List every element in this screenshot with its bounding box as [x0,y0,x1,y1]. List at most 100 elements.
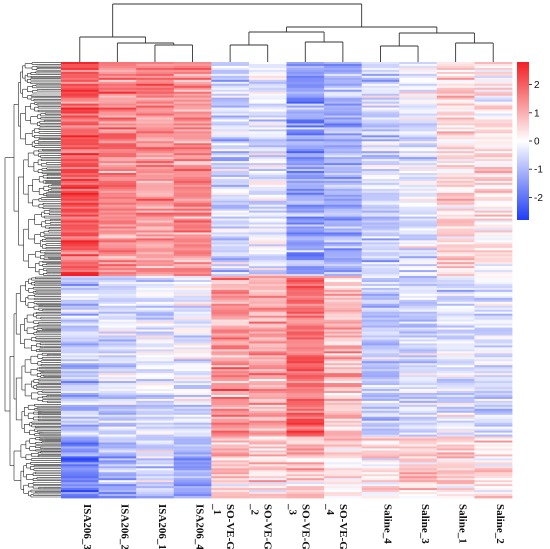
heatmap-cell [248,402,287,406]
heatmap-cell [436,180,475,184]
heatmap-cell [361,438,400,441]
heatmap-cell [248,214,287,217]
heatmap-cell [324,331,363,334]
heatmap-cell [361,321,400,324]
heatmap-cell [474,222,513,225]
heatmap-cell [474,456,513,459]
heatmap-cell [136,408,175,412]
heatmap-cell [286,184,325,188]
heatmap-cell [211,359,250,362]
heatmap-cell [324,218,363,221]
heatmap-cell [61,276,99,279]
heatmap-cell [61,416,99,420]
heatmap-cell [436,186,475,190]
heatmap-cell [474,63,513,67]
heatmap-cell [324,478,363,481]
heatmap-cell [173,373,212,376]
heatmap-cell [173,242,212,245]
heatmap-cell [399,153,438,156]
heatmap-cell [61,210,99,214]
heatmap-cell [436,139,475,142]
heatmap-cell [399,281,438,285]
heatmap-cell [436,424,475,428]
heatmap-cell [211,192,250,196]
heatmap-cell [173,87,212,91]
heatmap-cell [248,321,287,324]
heatmap-cell [436,169,475,172]
heatmap-cell [173,208,212,212]
heatmap-cell [436,347,475,350]
heatmap-cell [286,293,325,297]
heatmap-cell [98,127,137,130]
heatmap-cell [361,242,400,245]
heatmap-cell [173,238,212,241]
heatmap-cell [399,131,438,134]
heatmap-cell [98,220,137,223]
heatmap-cell [436,147,475,150]
heatmap-cell [474,135,513,138]
heatmap-cell [211,327,250,330]
heatmap-cell [436,190,475,194]
heatmap-cell [361,147,400,150]
heatmap-cell [399,327,438,330]
heatmap-cell [61,147,99,150]
heatmap-cell [248,355,287,358]
heatmap-cell [173,359,212,362]
heatmap-cell [248,176,287,180]
heatmap-cell [436,293,475,297]
heatmap-cell [324,109,363,112]
heatmap-cell [61,99,99,103]
heatmap-cell [361,394,400,398]
heatmap-cell [474,343,513,346]
heatmap-cell [474,224,513,227]
heatmap-cell [98,226,137,229]
heatmap-cell [98,274,137,277]
heatmap-cell [173,210,212,214]
heatmap-cell [173,169,212,172]
heatmap-cell [61,311,99,315]
heatmap-cell [286,274,325,277]
heatmap-cell [474,371,513,374]
heatmap-cell [436,357,475,360]
heatmap-cell [474,315,513,319]
heatmap-cell [98,420,137,424]
heatmap-cell [248,422,287,426]
heatmap-cell [248,103,287,106]
heatmap-cell [61,79,99,83]
heatmap-cell [474,474,513,477]
heatmap-cell [286,385,325,388]
heatmap-cell [136,198,175,202]
heatmap-cell [399,410,438,414]
heatmap-cell [361,125,400,128]
heatmap-cell [324,383,363,386]
heatmap-cell [173,303,212,307]
heatmap-cell [324,470,363,473]
heatmap-cell [136,278,175,281]
heatmap-cell [98,145,137,148]
heatmap-cell [173,426,212,430]
heatmap-cell [211,174,250,178]
heatmap-cell [61,125,99,128]
heatmap-cell [98,93,137,97]
heatmap-cell [399,462,438,465]
heatmap-cell [474,335,513,338]
heatmap-cell [173,139,212,142]
heatmap-cell [211,484,250,487]
heatmap-cell [361,371,400,374]
heatmap-cell [474,95,513,99]
heatmap-cell [98,396,137,400]
heatmap-cell [211,365,250,368]
heatmap-cell [136,260,175,263]
heatmap-cell [436,390,475,394]
heatmap-cell [324,228,363,231]
heatmap-cell [61,194,99,198]
column-label-saline-2: Saline_2 [494,504,506,544]
heatmap-cell [211,385,250,388]
heatmap-cell [324,95,363,99]
heatmap-cell [361,377,400,380]
heatmap-cell [324,430,363,433]
heatmap-cell [136,418,175,422]
heatmap-cell [474,361,513,364]
heatmap-cell [173,75,212,79]
heatmap-cell [399,398,438,402]
